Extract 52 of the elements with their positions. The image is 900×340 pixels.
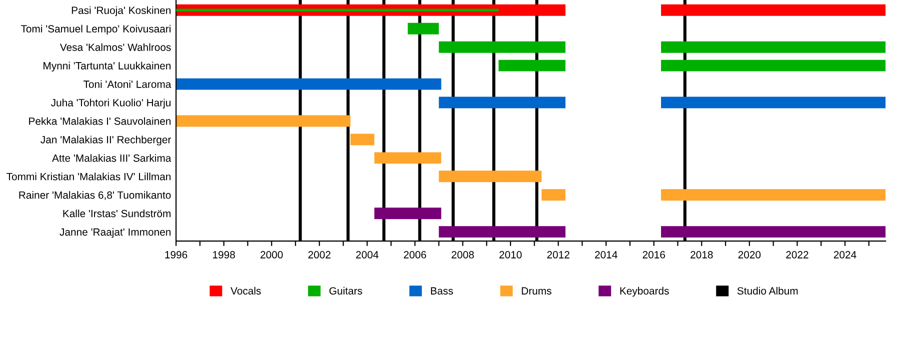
x-tick-label: 2004 bbox=[356, 251, 378, 258]
bar bbox=[542, 189, 566, 201]
y-tick-label: Toni 'Atoni' Laroma bbox=[83, 80, 172, 88]
x-tick-label: 2010 bbox=[499, 251, 522, 258]
legend-label: Studio Album bbox=[737, 286, 798, 295]
y-tick-label: Vesa 'Kalmos' Wahlroos bbox=[60, 43, 171, 51]
bar bbox=[438, 226, 566, 238]
x-tick-label: 2014 bbox=[595, 251, 618, 258]
legend-label: Drums bbox=[522, 287, 552, 295]
x-tick-label: 2016 bbox=[642, 251, 665, 258]
bar bbox=[374, 152, 442, 164]
x-tick-label: 2002 bbox=[308, 251, 330, 258]
bar bbox=[661, 41, 886, 53]
x-tick-label: 2018 bbox=[690, 251, 713, 258]
y-tick-label: Mynni 'Tartunta' Luukkainen bbox=[44, 62, 171, 72]
x-tick-label: 1996 bbox=[165, 251, 188, 258]
bar bbox=[408, 22, 439, 34]
x-tick-label: 2022 bbox=[786, 251, 808, 258]
y-tick-label: Atte 'Malakias III' Sarkima bbox=[52, 154, 172, 162]
y-tick-label: Kalle 'Irstas' Sundström bbox=[63, 210, 170, 218]
x-tick-label: 2006 bbox=[404, 251, 426, 258]
x-tick-label: 2020 bbox=[738, 251, 761, 258]
bar bbox=[661, 96, 886, 108]
bar bbox=[661, 60, 886, 72]
y-tick-label: Jan 'Malakias II' Rechberger bbox=[40, 136, 172, 146]
x-tick-label: 2024 bbox=[834, 251, 856, 258]
y-tick-label: Tommi Kristian 'Malakias IV' Lillman bbox=[6, 172, 171, 180]
legend-label: Bass bbox=[431, 287, 453, 295]
bar bbox=[438, 96, 566, 108]
bar bbox=[661, 189, 886, 201]
bar bbox=[350, 134, 374, 146]
bar bbox=[661, 226, 886, 238]
bar bbox=[438, 170, 542, 182]
x-tick-label: 2000 bbox=[260, 251, 283, 258]
x-tick-label: 2008 bbox=[452, 251, 474, 258]
bar bbox=[438, 41, 566, 53]
x-tick-label: 1998 bbox=[213, 251, 235, 258]
y-tick-label: Tomi 'Samuel Lempo' Koivusaari bbox=[20, 24, 170, 35]
bar bbox=[176, 115, 350, 127]
y-tick-label: Rainer 'Malakias 6,8' Tuomikanto bbox=[19, 191, 171, 200]
x-tick-label: 2012 bbox=[547, 251, 570, 258]
y-tick-label: Pasi 'Ruoja' Koskinen bbox=[72, 6, 171, 16]
bar bbox=[176, 78, 442, 90]
y-tick-label: Janne 'Raajat' Immonen bbox=[60, 228, 171, 238]
y-tick-label: Juha 'Tohtori Kuolio' Harju bbox=[50, 98, 170, 108]
bar bbox=[374, 208, 442, 220]
bar bbox=[498, 60, 566, 72]
legend-label: Vocals bbox=[230, 286, 261, 295]
bar bbox=[661, 4, 886, 16]
y-tick-label: Pekka 'Malakias I' Sauvolainen bbox=[29, 117, 171, 125]
legend-label: Keyboards bbox=[620, 286, 669, 297]
legend-label: Guitars bbox=[329, 286, 362, 295]
